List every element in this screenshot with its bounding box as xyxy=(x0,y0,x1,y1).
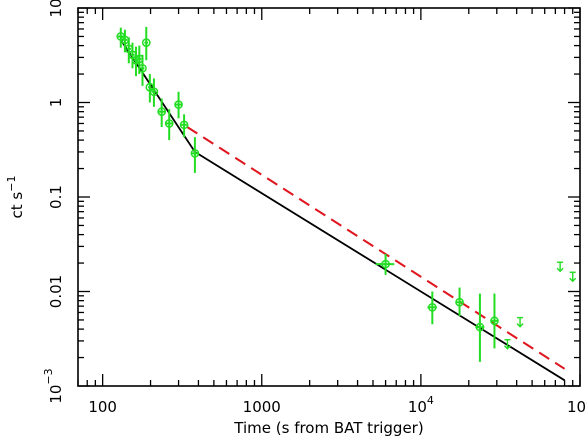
upper-limits xyxy=(503,261,577,350)
x-tick-label: 104 xyxy=(408,394,434,416)
x-tick-label-text: 1000 xyxy=(243,398,281,416)
upper-limit-head xyxy=(503,345,511,350)
broken-power-law-fit xyxy=(120,39,566,382)
upper-limit-arrow xyxy=(569,271,577,283)
data-marker xyxy=(475,322,485,332)
x-tick-label: 105 xyxy=(567,394,587,416)
upper-limit-head xyxy=(556,267,564,273)
upper-limit-arrow xyxy=(516,316,524,328)
single-power-law-fit xyxy=(186,126,566,370)
y-tick-label-text: 1 xyxy=(47,98,65,108)
data-marker xyxy=(179,120,189,130)
data-marker xyxy=(164,119,174,128)
data-point xyxy=(157,98,167,128)
data-point xyxy=(375,253,395,275)
data-marker xyxy=(490,316,499,326)
upper-limit-arrow xyxy=(503,339,511,350)
data-point xyxy=(427,291,437,325)
axes xyxy=(77,7,581,387)
data-point xyxy=(190,137,200,173)
data-point xyxy=(138,54,147,86)
x-tick-label-exponent: 4 xyxy=(427,394,434,407)
fit-lines xyxy=(120,39,566,382)
y-tick-label: 0.01 xyxy=(47,275,65,308)
plot-frame xyxy=(77,7,581,387)
data-point xyxy=(475,293,485,362)
y-tick-label-text: 0.1 xyxy=(47,185,65,209)
upper-limit-head xyxy=(569,277,577,283)
y-axis-label-main: ct s xyxy=(8,192,26,219)
x-tick-label-text: 10 xyxy=(408,398,427,416)
y-tick-label: 0.1 xyxy=(47,185,65,209)
x-axis-label: Time (s from BAT trigger) xyxy=(233,419,423,437)
y-tick-label-exponent: −3 xyxy=(42,368,55,384)
data-marker xyxy=(138,63,147,73)
data-marker xyxy=(190,148,200,158)
data-point xyxy=(141,26,151,61)
y-tick-label-text: 10 xyxy=(47,385,65,404)
y-tick-label: 10−3 xyxy=(42,368,65,403)
x-tick-label: 100 xyxy=(88,398,117,416)
upper-limit-arrow xyxy=(556,261,564,273)
x-axis-ticks: 1001000104105 xyxy=(77,8,587,416)
data-marker xyxy=(149,87,159,97)
y-tick-label-text: 10 xyxy=(47,0,65,18)
data-marker xyxy=(427,302,437,312)
data-marker xyxy=(174,100,183,109)
data-point xyxy=(179,114,189,138)
data-point xyxy=(455,287,464,317)
y-tick-label: 1 xyxy=(47,98,65,108)
x-tick-label: 1000 xyxy=(243,398,281,416)
y-tick-label: 10 xyxy=(47,0,65,18)
data-marker xyxy=(157,107,167,117)
data-points xyxy=(116,26,499,362)
data-point xyxy=(174,91,183,119)
x-tick-label-text: 10 xyxy=(567,398,586,416)
data-point xyxy=(124,37,134,64)
data-point xyxy=(490,293,499,349)
data-point xyxy=(164,109,174,141)
data-marker xyxy=(455,297,464,307)
y-axis-label-sup: −1 xyxy=(5,176,18,192)
data-marker xyxy=(381,259,390,269)
x-tick-label-text: 100 xyxy=(88,398,117,416)
y-tick-label-text: 0.01 xyxy=(47,275,65,308)
data-marker xyxy=(141,38,151,47)
upper-limit-head xyxy=(516,323,524,328)
y-axis-label: ct s−1 xyxy=(5,176,26,219)
data-point xyxy=(149,78,159,107)
